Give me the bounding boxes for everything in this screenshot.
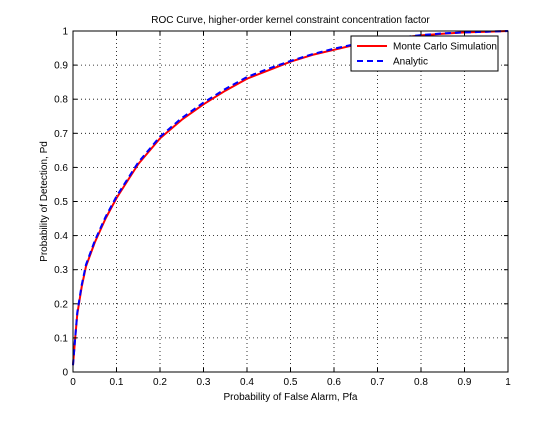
y-tick-label: 0.5 <box>54 197 68 208</box>
x-tick-label: 1 <box>505 377 511 388</box>
y-tick-label: 0.6 <box>54 163 68 174</box>
x-tick-label: 0.6 <box>327 377 341 388</box>
plot-frame <box>72 30 509 373</box>
legend: Monte Carlo Simulation Analytic <box>350 35 499 72</box>
x-tick-label: 0.4 <box>240 377 254 388</box>
y-tick-label: 0 <box>62 368 68 379</box>
y-tick-label: 1 <box>62 27 68 38</box>
x-tick-label: 0.5 <box>284 377 298 388</box>
y-tick-label: 0.8 <box>54 95 68 106</box>
axis-ticks: 0 0.1 0.2 0.3 0.4 0.5 0.6 0.7 0.8 0.9 1 0 0.1 0.2 0.3 0… <box>54 27 511 389</box>
x-tick-label: 0.8 <box>414 377 428 388</box>
y-tick-label: 0.3 <box>54 265 68 276</box>
x-axis-label: Probability of False Alarm, Pfa <box>224 392 358 403</box>
x-tick-label: 0.7 <box>371 377 385 388</box>
legend-box <box>350 35 499 72</box>
y-tick-label: 0.9 <box>54 61 68 72</box>
y-axis-label: Probability of Detection, Pd <box>39 141 50 262</box>
x-tick-label: 0.3 <box>197 377 211 388</box>
series-line-analytic <box>72 30 509 366</box>
y-tick-label: 0.4 <box>54 231 68 242</box>
y-tick-label: 0.2 <box>54 299 68 310</box>
legend-label-analytic: Analytic <box>393 57 428 68</box>
grid <box>73 31 508 372</box>
x-tick-label: 0.1 <box>110 377 124 388</box>
x-tick-label: 0 <box>70 377 76 388</box>
y-tick-label: 0.7 <box>54 129 68 140</box>
x-tick-label: 0.9 <box>458 377 472 388</box>
legend-label-monte-carlo: Monte Carlo Simulation <box>393 42 497 53</box>
y-tick-label: 0.1 <box>54 333 68 344</box>
chart-title: ROC Curve, higher-order kernel constrain… <box>151 15 430 26</box>
x-tick-label: 0.2 <box>153 377 167 388</box>
